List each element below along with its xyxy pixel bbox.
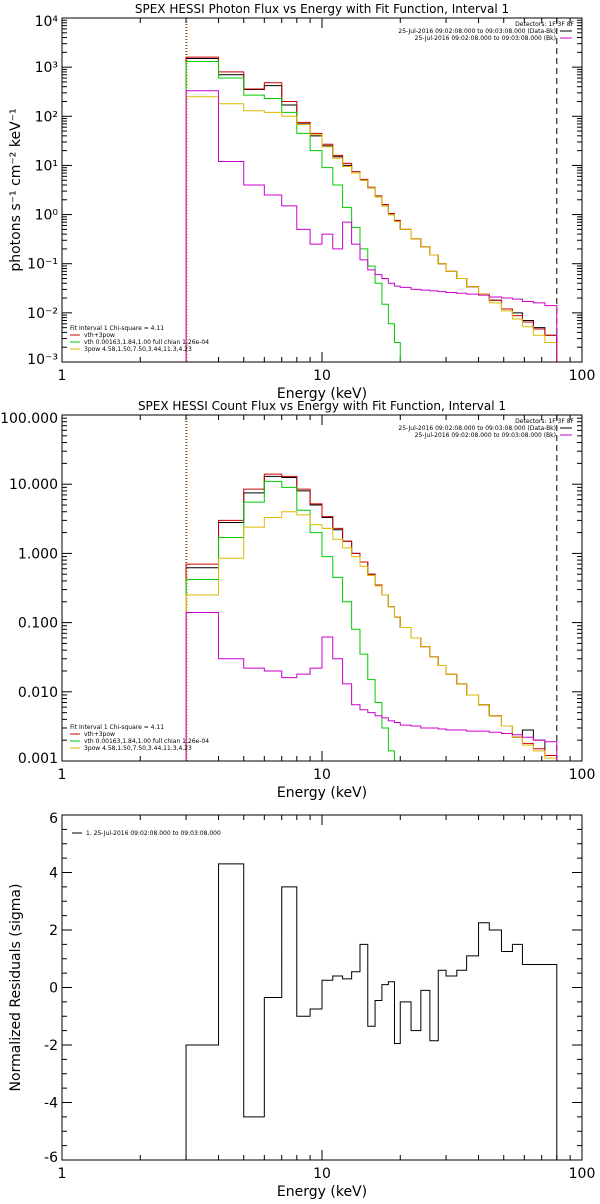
series-vth bbox=[185, 61, 401, 362]
chart-title: SPEX HESSI Count Flux vs Energy with Fit… bbox=[138, 399, 506, 413]
fit-legend-header: Fit Interval 1 Chi-square = 4.11 bbox=[70, 724, 164, 731]
x-tick-label: 10 bbox=[313, 1166, 331, 1182]
fit-legend-entry: vth 0.00163,1.84,1.00 full chian 1.26e-0… bbox=[84, 339, 209, 346]
x-ticks bbox=[61, 415, 583, 761]
plot-frame bbox=[61, 814, 583, 1161]
series-group bbox=[185, 473, 558, 761]
y-tick-label: -2 bbox=[44, 1038, 58, 1054]
series-bk bbox=[185, 90, 558, 362]
y-tick-label: 0 bbox=[49, 981, 58, 997]
x-axis-label: Energy (keV) bbox=[277, 785, 367, 801]
y-axis-label: photons s⁻¹ cm⁻² keV⁻¹ bbox=[8, 108, 24, 271]
legend-header: Detectors: 1F 3F 8F bbox=[515, 21, 574, 28]
series-3pow bbox=[185, 511, 558, 761]
y-tick-label: 10⁻² bbox=[27, 306, 58, 322]
y-axis-label: Normalized Residuals (sigma) bbox=[8, 884, 24, 1092]
series-3pow bbox=[185, 96, 558, 362]
plot-frame bbox=[61, 17, 583, 363]
y-tick-label: 1.000 bbox=[18, 546, 58, 562]
y-tick-label: 2 bbox=[49, 923, 58, 939]
legend-header: Detectors: 1F 3F 8F bbox=[515, 418, 574, 425]
x-tick-label: 100 bbox=[569, 767, 596, 783]
fit-legend-entry: vth 0.00163,1.84,1.00 full chian 1.26e-0… bbox=[84, 738, 209, 745]
y-ticks bbox=[62, 417, 582, 762]
fit-legend-header: Fit Interval 1 Chi-square = 4.11 bbox=[70, 325, 164, 332]
fit-legend-entry: vth+3pow bbox=[84, 731, 115, 738]
y-tick-label: 10⁰ bbox=[35, 208, 59, 224]
plot-frame bbox=[61, 414, 583, 762]
chart-title: SPEX HESSI Photon Flux vs Energy with Fi… bbox=[135, 2, 509, 16]
y-tick-label: 100.000 bbox=[0, 411, 58, 427]
y-tick-label: 0.001 bbox=[18, 751, 58, 767]
series-residuals bbox=[185, 863, 558, 1160]
y-tick-label: 10³ bbox=[35, 60, 58, 76]
series-group bbox=[185, 863, 558, 1160]
legend-entry: 1. 25-Jul-2016 09:02:08.000 to 09:03:08.… bbox=[86, 830, 221, 837]
legend-entry: 25-Jul-2016 09:02:08.000 to 09:03:08.000… bbox=[415, 432, 556, 439]
fit-legend-entry: vth+3pow bbox=[84, 332, 115, 339]
series-bk bbox=[185, 611, 558, 761]
y-tick-label: 10⁴ bbox=[35, 14, 59, 30]
panel-2: SPEX HESSI Count Flux vs Energy with Fit… bbox=[0, 399, 595, 801]
x-tick-label: 100 bbox=[569, 368, 596, 384]
fit-legend-entry: 3pow 4.58,1.50,7.50,3.44,11.3,4.23 bbox=[84, 346, 192, 353]
y-tick-label: 4 bbox=[49, 866, 58, 882]
legend-entry: 25-Jul-2016 09:02:08.000 to 09:03:08.000… bbox=[398, 425, 556, 432]
panel-1: SPEX HESSI Photon Flux vs Energy with Fi… bbox=[8, 2, 595, 402]
x-tick-label: 1 bbox=[58, 1166, 67, 1182]
series-group bbox=[185, 56, 558, 362]
x-tick-label: 1 bbox=[58, 368, 67, 384]
x-axis-label: Energy (keV) bbox=[277, 1184, 367, 1200]
y-tick-label: -4 bbox=[44, 1096, 58, 1112]
x-tick-label: 10 bbox=[313, 767, 331, 783]
y-tick-label: 10⁻¹ bbox=[27, 257, 58, 273]
legend-entry: 25-Jul-2016 09:02:08.000 to 09:03:08.000… bbox=[415, 35, 556, 42]
y-tick-label: 10.000 bbox=[9, 477, 58, 493]
x-tick-label: 10 bbox=[313, 368, 331, 384]
legend-entry: 25-Jul-2016 09:02:08.000 to 09:03:08.000… bbox=[398, 28, 556, 35]
y-tick-label: -6 bbox=[44, 1150, 58, 1166]
fit-legend-entry: 3pow 4.58,1.50,7.50,3.44,11.3,4.23 bbox=[84, 745, 192, 752]
y-tick-label: 0.100 bbox=[18, 616, 58, 632]
series-data-bk bbox=[185, 57, 558, 362]
y-tick-label: 10² bbox=[35, 109, 58, 125]
series-vth bbox=[185, 480, 395, 761]
panel-3: 1 10 100 -6 -4 -2 0 2 4 6 Energy (keV) Normalized R… bbox=[8, 811, 595, 1200]
y-tick-label: 6 bbox=[49, 811, 58, 827]
x-tick-label: 100 bbox=[569, 1166, 596, 1182]
x-axis-label: Energy (keV) bbox=[277, 386, 367, 402]
y-tick-label: 10¹ bbox=[35, 158, 58, 174]
x-tick-label: 1 bbox=[58, 767, 67, 783]
y-tick-label: 0.010 bbox=[18, 685, 58, 701]
y-tick-label: 10⁻³ bbox=[27, 352, 58, 368]
